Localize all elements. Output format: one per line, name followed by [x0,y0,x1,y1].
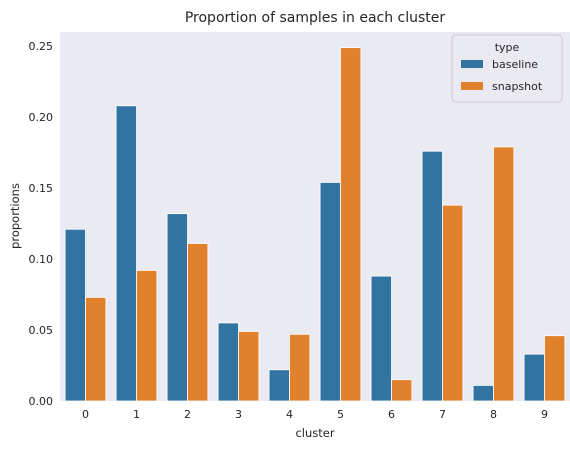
x-tick-label: 8 [490,408,497,421]
chart-title: Proportion of samples in each cluster [185,10,446,26]
y-tick-label: 0.05 [29,324,54,337]
y-tick-label: 0.15 [29,182,54,195]
x-tick-label: 7 [439,408,446,421]
bar-snapshot-cluster-9 [544,335,566,402]
x-axis: 0 1 2 3 4 5 6 7 8 9 [82,408,548,421]
y-tick-label: 0.10 [29,253,54,266]
bar-baseline-cluster-1 [115,105,137,402]
bar-baseline-cluster-7 [421,150,443,402]
bar-baseline-cluster-4 [268,369,290,402]
legend-swatch-baseline [461,60,483,68]
bar-snapshot-cluster-8 [493,146,515,402]
bars-group [64,47,566,402]
y-tick-label: 0.20 [29,111,54,124]
bar-snapshot-cluster-5 [340,47,362,402]
legend-label-snapshot: snapshot [492,80,543,93]
bar-baseline-cluster-3 [217,322,239,402]
y-axis: 0.00 0.05 0.10 0.15 0.20 0.25 [29,40,54,408]
bar-snapshot-cluster-4 [289,333,311,402]
bar-snapshot-cluster-2 [187,243,209,402]
bar-snapshot-cluster-0 [85,296,107,402]
x-tick-label: 3 [235,408,242,421]
bar-baseline-cluster-2 [166,213,188,402]
bar-baseline-cluster-5 [319,182,341,402]
x-tick-label: 6 [388,408,395,421]
x-tick-label: 5 [337,408,344,421]
x-tick-label: 1 [133,408,140,421]
legend-swatch-snapshot [461,82,483,90]
bar-baseline-cluster-9 [523,353,545,402]
bar-snapshot-cluster-3 [238,331,260,402]
x-axis-label: cluster [295,426,334,440]
y-axis-label: proportions [8,183,22,249]
bar-baseline-cluster-6 [370,275,392,402]
x-tick-label: 2 [184,408,191,421]
bar-snapshot-cluster-1 [136,270,158,402]
legend: type baseline snapshot [451,34,563,103]
legend-title: type [495,41,520,54]
bar-snapshot-cluster-7 [442,204,464,402]
x-tick-label: 0 [82,408,89,421]
x-tick-label: 9 [541,408,548,421]
bar-snapshot-cluster-6 [391,379,413,402]
y-tick-label: 0.25 [29,40,54,53]
x-tick-label: 4 [286,408,293,421]
y-tick-label: 0.00 [29,395,54,408]
legend-label-baseline: baseline [492,58,538,71]
bar-baseline-cluster-8 [472,384,494,402]
bar-baseline-cluster-0 [64,228,86,402]
